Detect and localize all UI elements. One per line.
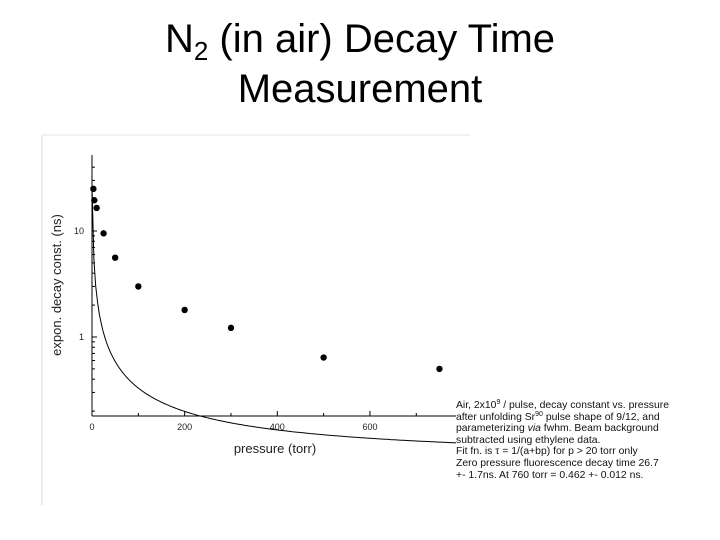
title-rest: (in air) Decay Time (208, 17, 556, 61)
note-text: / pulse, decay constant vs. pressure (500, 400, 669, 411)
data-point (90, 185, 97, 193)
note-superscript: 90 (535, 410, 543, 418)
note-text: fwhm. Beam background (540, 423, 659, 435)
data-point (100, 230, 107, 237)
x-tick-label: 400 (270, 422, 285, 432)
title-subscript: 2 (193, 36, 209, 66)
y-axis-title: expon. decay const. (ns) (49, 214, 64, 356)
x-tick-label: 0 (89, 422, 94, 432)
y-tick-label: 1 (79, 332, 84, 342)
title-line-1: N2 (in air) Decay Time (0, 14, 720, 64)
note-text: parameterizing (456, 423, 528, 435)
plot-frame (91, 155, 464, 417)
x-axis-title: pressure (torr) (234, 441, 316, 456)
note-line-7: +- 1.7ns. At 760 torr = 0.462 +- 0.012 n… (456, 469, 644, 481)
title-prefix: N (164, 17, 194, 61)
slide-title: N2 (in air) Decay Time Measurement (0, 14, 720, 114)
note-line-3: parameterizing via fwhm. Beam background (456, 423, 716, 435)
title-line-2: Measurement (237, 67, 483, 111)
note-text: after unfolding Sr (456, 411, 536, 423)
data-point (93, 204, 100, 212)
note-line-5: Fit fn. is τ = 1/(a+bp) for p > 20 torr … (456, 446, 638, 458)
note-superscript: 9 (496, 399, 501, 406)
note-line-1: Air, 2x109 / pulse, decay constant vs. p… (456, 399, 716, 412)
ticks-layer (91, 166, 464, 416)
note-italic: via (527, 423, 541, 435)
data-point (181, 306, 188, 314)
tick-labels-layer: 0 200 400 600 1 10 (74, 226, 377, 432)
fit-note: Air, 2x109 / pulse, decay constant vs. p… (456, 399, 716, 482)
y-tick-label: 10 (74, 226, 84, 236)
x-tick-label: 600 (362, 422, 377, 432)
data-point (91, 197, 98, 204)
note-line-4: subtracted using ethylene data. (456, 434, 601, 446)
points-layer (90, 185, 443, 373)
note-text: Air, 2x10 (456, 400, 497, 411)
data-point (436, 365, 443, 373)
fit-curve (91, 185, 463, 444)
data-point (227, 324, 235, 332)
data-point (320, 354, 327, 361)
note-line-6: Zero pressure fluorescence decay time 26… (456, 457, 659, 469)
data-point (111, 254, 119, 261)
x-tick-label: 200 (177, 422, 192, 432)
note-line-2: after unfolding Sr90 pulse shape of 9/12… (456, 410, 716, 424)
note-text: pulse shape of 9/12, and (542, 411, 660, 423)
scan-edge-marks (41, 134, 470, 505)
data-point (135, 283, 142, 290)
